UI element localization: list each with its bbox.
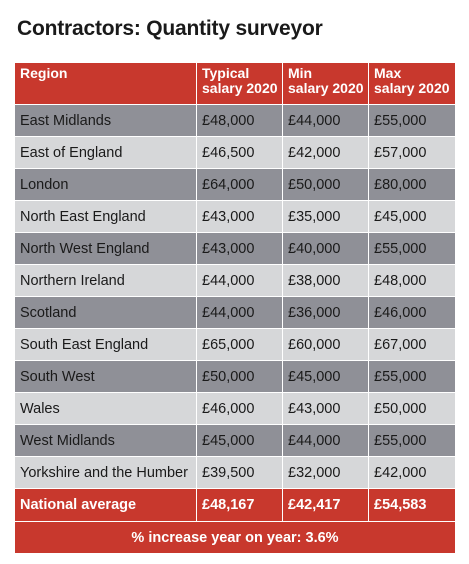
cell-region: South East England: [14, 328, 197, 361]
table-row: Scotland £44,000 £36,000 £46,000: [14, 296, 456, 329]
cell-min: £42,000: [282, 136, 369, 169]
average-label: National average: [14, 488, 197, 522]
table-row: South West £50,000 £45,000 £55,000: [14, 360, 456, 393]
cell-max: £57,000: [368, 136, 456, 169]
table-row: North West England £43,000 £40,000 £55,0…: [14, 232, 456, 265]
cell-max: £55,000: [368, 360, 456, 393]
table-row: Northern Ireland £44,000 £38,000 £48,000: [14, 264, 456, 297]
cell-typical: £39,500: [196, 456, 283, 489]
table-row: London £64,000 £50,000 £80,000: [14, 168, 456, 201]
cell-min: £60,000: [282, 328, 369, 361]
cell-max: £48,000: [368, 264, 456, 297]
cell-min: £35,000: [282, 200, 369, 233]
average-min: £42,417: [282, 488, 369, 522]
cell-max: £46,000: [368, 296, 456, 329]
cell-typical: £50,000: [196, 360, 283, 393]
header-min-line2: salary 2020: [288, 80, 364, 96]
cell-region: Scotland: [14, 296, 197, 329]
header-min-line1: Min: [288, 65, 313, 81]
header-min: Min salary 2020: [282, 62, 369, 105]
salary-table: Region Typical salary 2020 Min salary 20…: [14, 62, 456, 554]
cell-min: £36,000: [282, 296, 369, 329]
cell-typical: £44,000: [196, 296, 283, 329]
cell-typical: £46,000: [196, 392, 283, 425]
yoy-increase-note: % increase year on year: 3.6%: [14, 521, 456, 554]
table-header-row: Region Typical salary 2020 Min salary 20…: [14, 62, 456, 105]
cell-max: £50,000: [368, 392, 456, 425]
cell-min: £44,000: [282, 104, 369, 137]
average-max: £54,583: [368, 488, 456, 522]
cell-region: North West England: [14, 232, 197, 265]
header-typical-line2: salary 2020: [202, 80, 278, 96]
cell-min: £38,000: [282, 264, 369, 297]
cell-max: £55,000: [368, 424, 456, 457]
table-row: North East England £43,000 £35,000 £45,0…: [14, 200, 456, 233]
cell-region: South West: [14, 360, 197, 393]
cell-min: £50,000: [282, 168, 369, 201]
cell-region: North East England: [14, 200, 197, 233]
header-typical-line1: Typical: [202, 65, 250, 81]
table-row: West Midlands £45,000 £44,000 £55,000: [14, 424, 456, 457]
cell-min: £45,000: [282, 360, 369, 393]
cell-max: £80,000: [368, 168, 456, 201]
cell-max: £45,000: [368, 200, 456, 233]
table-row: East of England £46,500 £42,000 £57,000: [14, 136, 456, 169]
table-row: Wales £46,000 £43,000 £50,000: [14, 392, 456, 425]
cell-typical: £43,000: [196, 200, 283, 233]
cell-region: West Midlands: [14, 424, 197, 457]
header-max: Max salary 2020: [368, 62, 456, 105]
cell-min: £32,000: [282, 456, 369, 489]
cell-typical: £64,000: [196, 168, 283, 201]
cell-min: £40,000: [282, 232, 369, 265]
footer-row: % increase year on year: 3.6%: [14, 521, 456, 554]
cell-min: £44,000: [282, 424, 369, 457]
cell-min: £43,000: [282, 392, 369, 425]
cell-region: Wales: [14, 392, 197, 425]
table-row: South East England £65,000 £60,000 £67,0…: [14, 328, 456, 361]
table-row: East Midlands £48,000 £44,000 £55,000: [14, 104, 456, 137]
table-row: Yorkshire and the Humber £39,500 £32,000…: [14, 456, 456, 489]
cell-region: Northern Ireland: [14, 264, 197, 297]
header-max-line1: Max: [374, 65, 402, 81]
cell-typical: £44,000: [196, 264, 283, 297]
cell-typical: £43,000: [196, 232, 283, 265]
header-region-label: Region: [20, 65, 68, 81]
page-title: Contractors: Quantity surveyor: [17, 17, 323, 40]
header-region: Region: [14, 62, 197, 105]
cell-typical: £65,000: [196, 328, 283, 361]
cell-typical: £45,000: [196, 424, 283, 457]
cell-max: £67,000: [368, 328, 456, 361]
cell-max: £55,000: [368, 104, 456, 137]
header-max-line2: salary 2020: [374, 80, 450, 96]
cell-region: Yorkshire and the Humber: [14, 456, 197, 489]
cell-max: £42,000: [368, 456, 456, 489]
cell-region: London: [14, 168, 197, 201]
cell-region: East Midlands: [14, 104, 197, 137]
header-typical: Typical salary 2020: [196, 62, 283, 105]
cell-region: East of England: [14, 136, 197, 169]
cell-typical: £46,500: [196, 136, 283, 169]
average-typical: £48,167: [196, 488, 283, 522]
cell-max: £55,000: [368, 232, 456, 265]
national-average-row: National average £48,167 £42,417 £54,583: [14, 488, 456, 522]
cell-typical: £48,000: [196, 104, 283, 137]
